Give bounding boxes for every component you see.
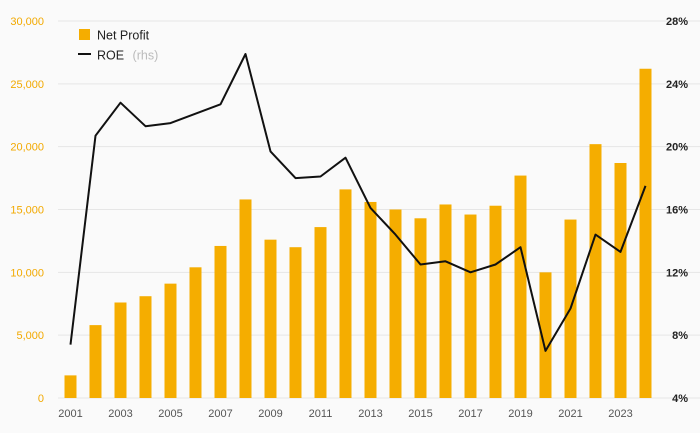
left-tick-label: 0 bbox=[38, 393, 44, 405]
x-tick-label: 2001 bbox=[58, 408, 82, 420]
net-profit-bars bbox=[64, 68, 652, 399]
x-tick-label: 2021 bbox=[558, 408, 582, 420]
bar-2004 bbox=[139, 296, 152, 398]
left-axis: 0 5,000 10,000 15,000 20,000 25,000 30,000 bbox=[10, 16, 44, 405]
bar-2023 bbox=[614, 163, 627, 398]
roe-line bbox=[69, 53, 647, 352]
x-tick-label: 2017 bbox=[458, 408, 482, 420]
legend: Net Profit ROE (rhs) bbox=[78, 29, 158, 64]
bar-2010 bbox=[289, 247, 302, 398]
bar-2006 bbox=[189, 267, 202, 398]
legend-roe-text: ROE (rhs) bbox=[97, 47, 158, 64]
bar-2008 bbox=[239, 199, 252, 398]
x-tick-label: 2013 bbox=[358, 408, 382, 420]
bar-2016 bbox=[439, 204, 452, 398]
x-tick-label: 2003 bbox=[108, 408, 132, 420]
left-tick-label: 10,000 bbox=[10, 267, 44, 279]
bar-2009 bbox=[264, 239, 277, 398]
left-tick-label: 20,000 bbox=[10, 142, 44, 154]
x-tick-label: 2023 bbox=[608, 408, 632, 420]
x-axis: 2001 2003 2005 2007 2009 2011 2013 2015 2017 2019… bbox=[58, 408, 632, 420]
x-tick-label: 2009 bbox=[258, 408, 282, 420]
bar-2013 bbox=[364, 201, 377, 398]
gridlines bbox=[58, 20, 700, 399]
legend-roe-note: (rhs) bbox=[133, 49, 159, 63]
right-tick-label: 8% bbox=[672, 330, 688, 342]
left-tick-label: 25,000 bbox=[10, 79, 44, 91]
right-tick-label: 4% bbox=[672, 393, 688, 405]
bar-2014 bbox=[389, 209, 402, 398]
bar-2020 bbox=[539, 272, 552, 398]
left-tick-label: 15,000 bbox=[10, 205, 44, 217]
legend-roe-label: ROE bbox=[97, 49, 124, 63]
bar-2003 bbox=[114, 302, 127, 398]
bar-2024 bbox=[639, 68, 652, 399]
bar-2019 bbox=[514, 175, 527, 398]
bar-2001 bbox=[64, 375, 77, 398]
bar-2015 bbox=[414, 218, 427, 398]
x-tick-label: 2019 bbox=[508, 408, 532, 420]
bar-2022 bbox=[589, 144, 602, 398]
legend-net-profit-swatch bbox=[79, 29, 90, 40]
right-tick-label: 28% bbox=[666, 16, 688, 28]
x-tick-label: 2015 bbox=[408, 408, 432, 420]
right-tick-label: 20% bbox=[666, 142, 688, 154]
right-tick-label: 12% bbox=[666, 267, 688, 279]
x-tick-label: 2011 bbox=[309, 408, 333, 420]
bar-2012 bbox=[339, 189, 352, 398]
x-tick-label: 2005 bbox=[158, 408, 182, 420]
roe-line-layer bbox=[69, 53, 647, 352]
right-axis: 4% 8% 12% 16% 20% 24% 28% bbox=[666, 16, 688, 405]
bar-2007 bbox=[214, 245, 227, 398]
bar-2017 bbox=[464, 214, 477, 398]
bar-2002 bbox=[89, 325, 102, 398]
left-tick-label: 30,000 bbox=[10, 16, 44, 28]
right-tick-label: 24% bbox=[666, 79, 688, 91]
bar-2005 bbox=[164, 283, 177, 398]
x-tick-label: 2007 bbox=[208, 408, 232, 420]
bar-2011 bbox=[314, 227, 327, 398]
left-tick-label: 5,000 bbox=[16, 330, 44, 342]
bar-2018 bbox=[489, 205, 502, 398]
right-tick-label: 16% bbox=[666, 205, 688, 217]
legend-net-profit-label: Net Profit bbox=[97, 29, 150, 43]
